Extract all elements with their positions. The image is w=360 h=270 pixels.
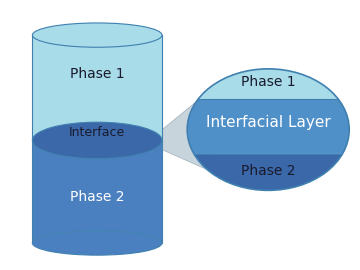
Polygon shape	[32, 23, 162, 158]
Text: Phase 1: Phase 1	[241, 75, 296, 89]
Ellipse shape	[32, 122, 162, 158]
Ellipse shape	[32, 23, 162, 47]
Polygon shape	[158, 86, 216, 173]
Polygon shape	[194, 154, 342, 190]
Polygon shape	[32, 122, 162, 243]
Polygon shape	[198, 69, 338, 99]
Polygon shape	[187, 99, 349, 154]
Text: Phase 2: Phase 2	[70, 190, 125, 204]
Text: Interface: Interface	[69, 126, 125, 139]
Text: Phase 1: Phase 1	[70, 67, 125, 81]
Text: Phase 2: Phase 2	[241, 164, 296, 178]
Text: Interfacial Layer: Interfacial Layer	[206, 115, 330, 130]
Ellipse shape	[32, 231, 162, 255]
